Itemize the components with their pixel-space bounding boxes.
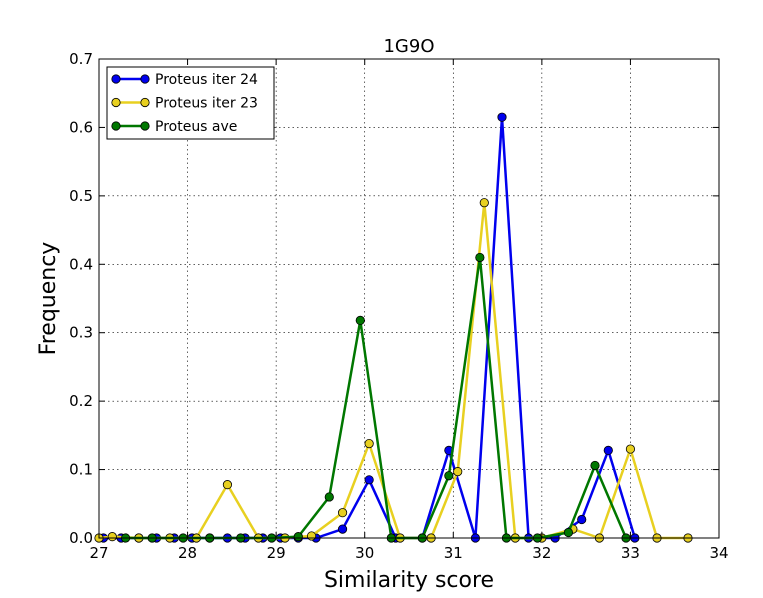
data-point	[475, 252, 485, 263]
data-point	[625, 444, 636, 454]
y-tick-label: 0.5	[69, 187, 93, 205]
legend: Proteus iter 24 Proteus iter 23 Proteus av…	[106, 66, 275, 140]
y-tick-label: 0.1	[69, 461, 93, 479]
x-axis-title: Similarity score	[324, 568, 494, 593]
legend-marker	[140, 97, 150, 108]
data-point	[324, 492, 334, 502]
y-tick-label: 0.6	[69, 118, 93, 136]
data-point	[364, 438, 374, 449]
data-point	[355, 315, 365, 325]
data-point	[453, 467, 463, 477]
legend-marker	[140, 74, 150, 84]
data-point	[337, 524, 348, 534]
y-tick-label: 0.0	[69, 529, 93, 547]
data-point	[577, 514, 587, 525]
legend-marker	[140, 121, 150, 131]
y-tick-label: 0.2	[69, 392, 93, 410]
data-point	[590, 460, 600, 471]
plot-frame	[98, 58, 720, 539]
grid-lines	[99, 59, 719, 538]
data-point	[107, 532, 117, 542]
chart-title: 1G9O	[383, 36, 434, 57]
data-point	[479, 198, 489, 208]
legend-marker	[111, 121, 121, 131]
x-tick-label: 33	[621, 544, 640, 562]
y-axis-title: Frequency	[36, 242, 61, 356]
legend-label: Proteus iter 24	[155, 72, 258, 88]
x-tick-label: 32	[532, 544, 551, 562]
data-point	[222, 480, 233, 490]
data-point	[293, 532, 303, 542]
y-tick-label: 0.4	[69, 255, 93, 273]
y-tick-label: 0.7	[69, 50, 93, 68]
x-tick-label: 34	[709, 544, 728, 562]
data-point	[337, 508, 348, 518]
data-point	[306, 531, 317, 541]
y-tick-label: 0.3	[69, 324, 93, 342]
legend-marker	[111, 74, 121, 84]
data-point	[603, 445, 613, 456]
legend-marker	[111, 97, 121, 108]
legend-label: Proteus iter 23	[155, 96, 258, 112]
legend-label: Proteus ave	[155, 119, 237, 135]
data-point	[563, 527, 574, 538]
x-tick-label: 28	[178, 544, 197, 562]
x-tick-label: 31	[444, 544, 463, 562]
data-point	[444, 471, 454, 481]
data-point	[364, 475, 374, 485]
x-tick-label: 27	[89, 544, 108, 562]
axis-ticks: 27 28 29 30 31 32 33 34 0.0 0.1 0.2 0.3 0.4 0.5 0.6 0.7	[69, 50, 728, 562]
data-point	[497, 112, 507, 122]
x-tick-label: 29	[267, 544, 286, 562]
x-tick-label: 30	[355, 544, 374, 562]
